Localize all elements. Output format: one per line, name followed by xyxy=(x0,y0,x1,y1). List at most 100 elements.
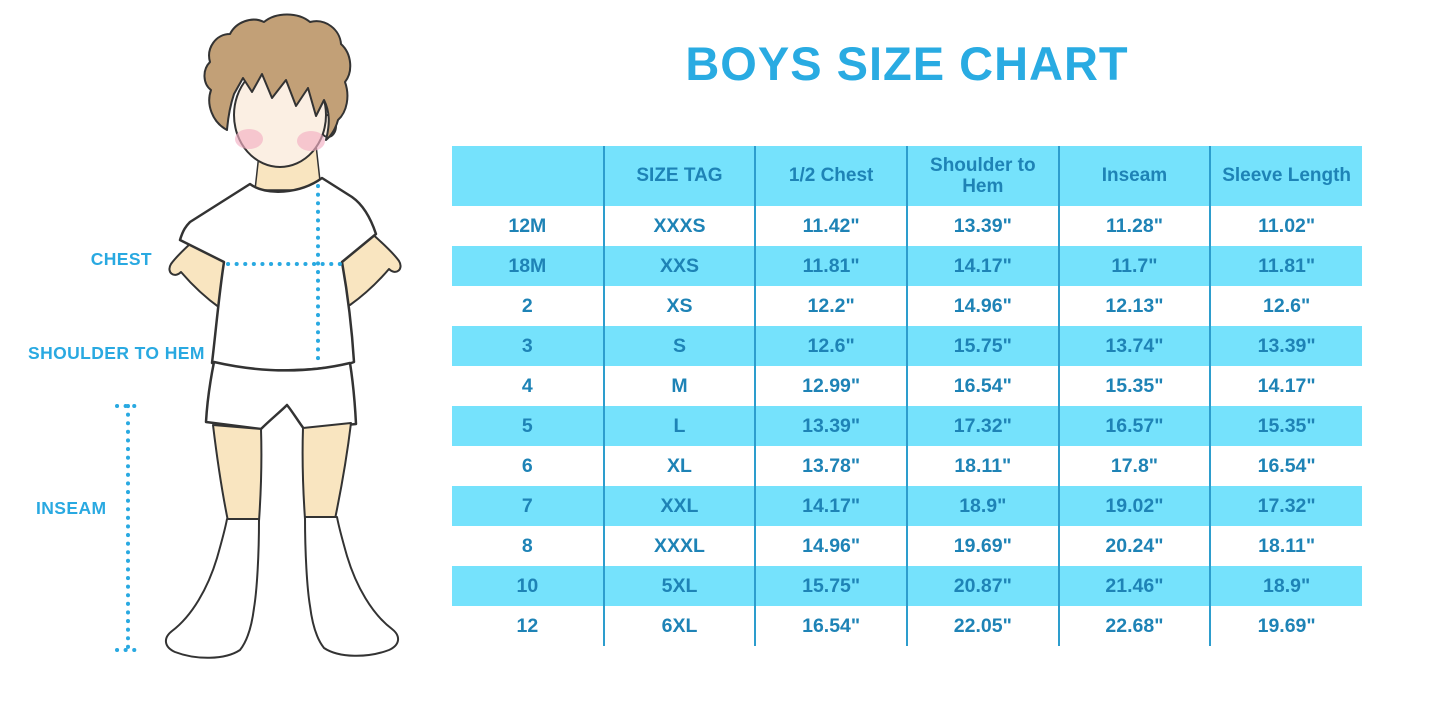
cell-size: 2 xyxy=(521,294,533,317)
boy-measurement-illustration xyxy=(115,13,402,659)
column-header-shoulder-to-hem: Shoulder to Hem xyxy=(905,146,1059,206)
cell-sleeve-length: 15.35" xyxy=(1209,406,1362,446)
cell-inseam: 12.13" xyxy=(1057,286,1211,326)
table-row: 4 M 12.99" 16.54" 15.35" 14.17" xyxy=(452,366,1362,406)
boy-hair xyxy=(203,13,352,141)
boy-shorts xyxy=(204,360,358,431)
cell-shoulder-to-hem: 13.39" xyxy=(905,206,1059,246)
cell-size: 7 xyxy=(452,486,604,526)
cell-size: 3 xyxy=(452,326,604,366)
cell-shoulder-to-hem: 22.05" xyxy=(905,606,1059,646)
size-table-header: SIZE TAG 1/2 Chest Shoulder to Hem Insea… xyxy=(452,146,1362,206)
cell-inseam: 21.46" xyxy=(1057,566,1211,606)
boy-blush-left xyxy=(235,129,263,149)
column-header-size xyxy=(452,146,604,206)
cell-shoulder-to-hem: 15.75" xyxy=(905,326,1059,366)
cell-size-tag: XXL xyxy=(602,486,756,526)
cell-half-chest: 12.2" xyxy=(754,286,907,326)
column-header-half-chest: 1/2 Chest xyxy=(754,146,907,206)
inseam-label: INSEAM xyxy=(36,498,107,518)
table-row: 3 S 12.6" 15.75" 13.74" 13.39" xyxy=(452,326,1362,366)
cell-size-tag: M xyxy=(602,366,756,406)
cell-shoulder-to-hem: 20.87" xyxy=(905,566,1059,606)
cell-size: 12M xyxy=(508,214,547,237)
table-row: 5 L 13.39" 17.32" 16.57" 15.35" xyxy=(452,406,1362,446)
table-row: 12M XXXS 11.42" 13.39" 11.28" 11.02" xyxy=(452,206,1362,246)
size-table-body: 12M XXXS 11.42" 13.39" 11.28" 11.02" 18M… xyxy=(452,206,1362,646)
cell-size-tag: 5XL xyxy=(602,566,756,606)
cell-half-chest: 12.99" xyxy=(754,366,907,406)
cell-half-chest: 16.54" xyxy=(754,606,907,646)
cell-size: 5 xyxy=(452,406,604,446)
measurement-figure: CHEST SHOULDER TO HEM INSEAM xyxy=(0,0,450,723)
table-row: 7 XXL 14.17" 18.9" 19.02" 17.32" xyxy=(452,486,1362,526)
cell-inseam: 19.02" xyxy=(1057,486,1211,526)
cell-inseam: 20.24" xyxy=(1057,526,1211,566)
cell-size: 4 xyxy=(521,374,533,397)
cell-half-chest: 14.17" xyxy=(754,486,907,526)
cell-size-tag: XXXL xyxy=(602,526,756,566)
cell-size: 8 xyxy=(521,534,533,557)
boy-left-sock xyxy=(165,518,260,659)
cell-half-chest: 13.78" xyxy=(754,446,907,486)
cell-size-tag: XXS xyxy=(602,246,756,286)
cell-sleeve-length: 18.11" xyxy=(1209,526,1362,566)
column-header-sleeve-length: Sleeve Length xyxy=(1209,146,1362,206)
cell-size: 6 xyxy=(521,454,533,477)
cell-inseam: 22.68" xyxy=(1057,606,1211,646)
cell-size-tag: XL xyxy=(602,446,756,486)
cell-size-tag: 6XL xyxy=(602,606,756,646)
cell-shoulder-to-hem: 18.11" xyxy=(905,446,1059,486)
cell-size: 10 xyxy=(452,566,604,606)
cell-sleeve-length: 11.81" xyxy=(1209,246,1362,286)
cell-sleeve-length: 11.02" xyxy=(1209,206,1362,246)
cell-sleeve-length: 17.32" xyxy=(1209,486,1362,526)
cell-size-tag: XXXS xyxy=(602,206,756,246)
cell-sleeve-length: 16.54" xyxy=(1209,446,1362,486)
cell-shoulder-to-hem: 17.32" xyxy=(905,406,1059,446)
cell-half-chest: 11.42" xyxy=(754,206,907,246)
cell-size-tag: L xyxy=(602,406,756,446)
cell-half-chest: 14.96" xyxy=(754,526,907,566)
page-title: BOYS SIZE CHART xyxy=(685,37,1129,90)
measurement-guide-lines xyxy=(115,184,347,652)
cell-sleeve-length: 12.6" xyxy=(1209,286,1362,326)
cell-shoulder-to-hem: 14.17" xyxy=(905,246,1059,286)
boy-blush-right xyxy=(297,131,325,151)
cell-shoulder-to-hem: 14.96" xyxy=(905,286,1059,326)
column-header-inseam: Inseam xyxy=(1057,146,1211,206)
cell-sleeve-length: 18.9" xyxy=(1209,566,1362,606)
cell-half-chest: 11.81" xyxy=(754,246,907,286)
table-row: 2 XS 12.2" 14.96" 12.13" 12.6" xyxy=(452,286,1362,326)
boy-right-leg xyxy=(301,422,352,520)
cell-inseam: 16.57" xyxy=(1057,406,1211,446)
cell-half-chest: 13.39" xyxy=(754,406,907,446)
cell-sleeve-length: 19.69" xyxy=(1209,606,1362,646)
cell-shoulder-to-hem: 16.54" xyxy=(905,366,1059,406)
cell-shoulder-to-hem: 18.9" xyxy=(905,486,1059,526)
cell-size-tag: S xyxy=(602,326,756,366)
cell-half-chest: 15.75" xyxy=(754,566,907,606)
cell-inseam: 17.8" xyxy=(1057,446,1211,486)
cell-sleeve-length: 14.17" xyxy=(1209,366,1362,406)
column-header-size-tag: SIZE TAG xyxy=(602,146,756,206)
cell-size: 18M xyxy=(452,246,604,286)
cell-inseam: 15.35" xyxy=(1057,366,1211,406)
table-row: 18M XXS 11.81" 14.17" 11.7" 11.81" xyxy=(452,246,1362,286)
shoulder-to-hem-label: SHOULDER TO HEM xyxy=(28,343,205,363)
table-row: 8 XXXL 14.96" 19.69" 20.24" 18.11" xyxy=(452,526,1362,566)
chest-label: CHEST xyxy=(90,249,152,269)
table-row: 10 5XL 15.75" 20.87" 21.46" 18.9" xyxy=(452,566,1362,606)
cell-inseam: 11.7" xyxy=(1057,246,1211,286)
cell-shoulder-to-hem: 19.69" xyxy=(905,526,1059,566)
header-row: SIZE TAG 1/2 Chest Shoulder to Hem Insea… xyxy=(452,146,1362,206)
cell-inseam: 13.74" xyxy=(1057,326,1211,366)
table-row: 6 XL 13.78" 18.11" 17.8" 16.54" xyxy=(452,446,1362,486)
cell-size-tag: XS xyxy=(602,286,756,326)
cell-sleeve-length: 13.39" xyxy=(1209,326,1362,366)
boys-size-table: SIZE TAG 1/2 Chest Shoulder to Hem Insea… xyxy=(452,146,1362,646)
boy-right-sock xyxy=(304,516,399,657)
cell-inseam: 11.28" xyxy=(1057,206,1211,246)
cell-size: 12 xyxy=(516,614,539,637)
